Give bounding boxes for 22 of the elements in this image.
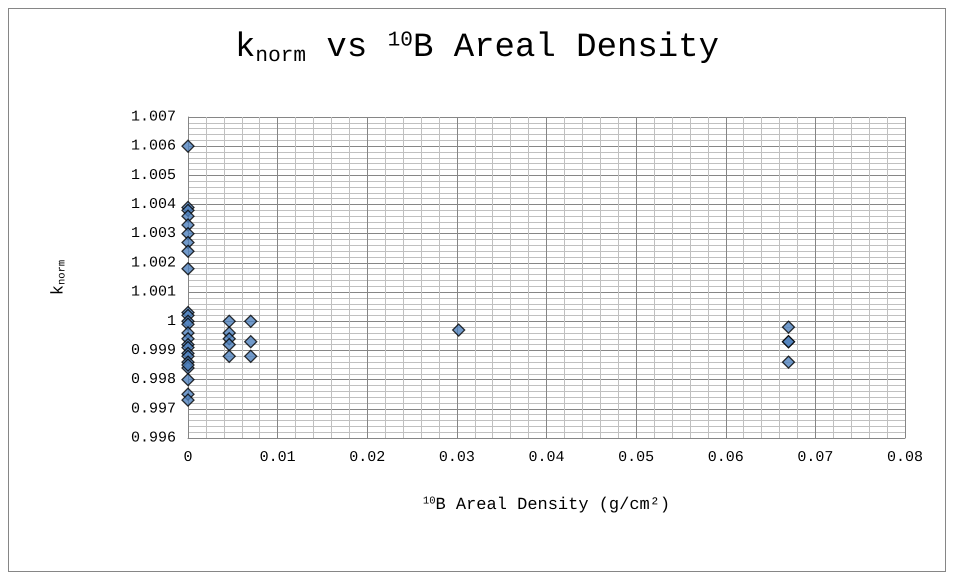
y-tick-label: 1.002 <box>130 254 176 272</box>
y-tick-label: 1.004 <box>130 196 176 214</box>
y-tick-label: 1 <box>166 312 176 330</box>
x-tick-label: 0.02 <box>349 449 386 466</box>
y-tick-label: 1.005 <box>130 166 176 184</box>
y-tick-label: 0.999 <box>130 342 176 359</box>
x-tick-label: 0.04 <box>528 449 565 466</box>
y-tick-label: 0.997 <box>130 400 176 418</box>
y-tick-label: 1.007 <box>130 108 176 126</box>
y-tick-label: 0.998 <box>130 371 176 388</box>
x-tick-label: 0.07 <box>797 449 834 466</box>
y-tick-label: 1.006 <box>130 138 176 155</box>
y-tick-label: 1.001 <box>130 284 176 301</box>
x-tick-label: 0.06 <box>708 449 744 466</box>
x-tick-label: 0 <box>183 449 193 466</box>
y-axis-title: knorm <box>50 260 69 296</box>
x-tick-label: 0.03 <box>438 449 475 466</box>
x-tick-label: 0.08 <box>886 449 924 466</box>
y-tick-label: 1.003 <box>130 225 176 242</box>
x-tick-label: 0.01 <box>260 449 296 466</box>
y-tick-label: 0.996 <box>130 430 176 446</box>
x-tick-label: 0.05 <box>618 449 654 466</box>
